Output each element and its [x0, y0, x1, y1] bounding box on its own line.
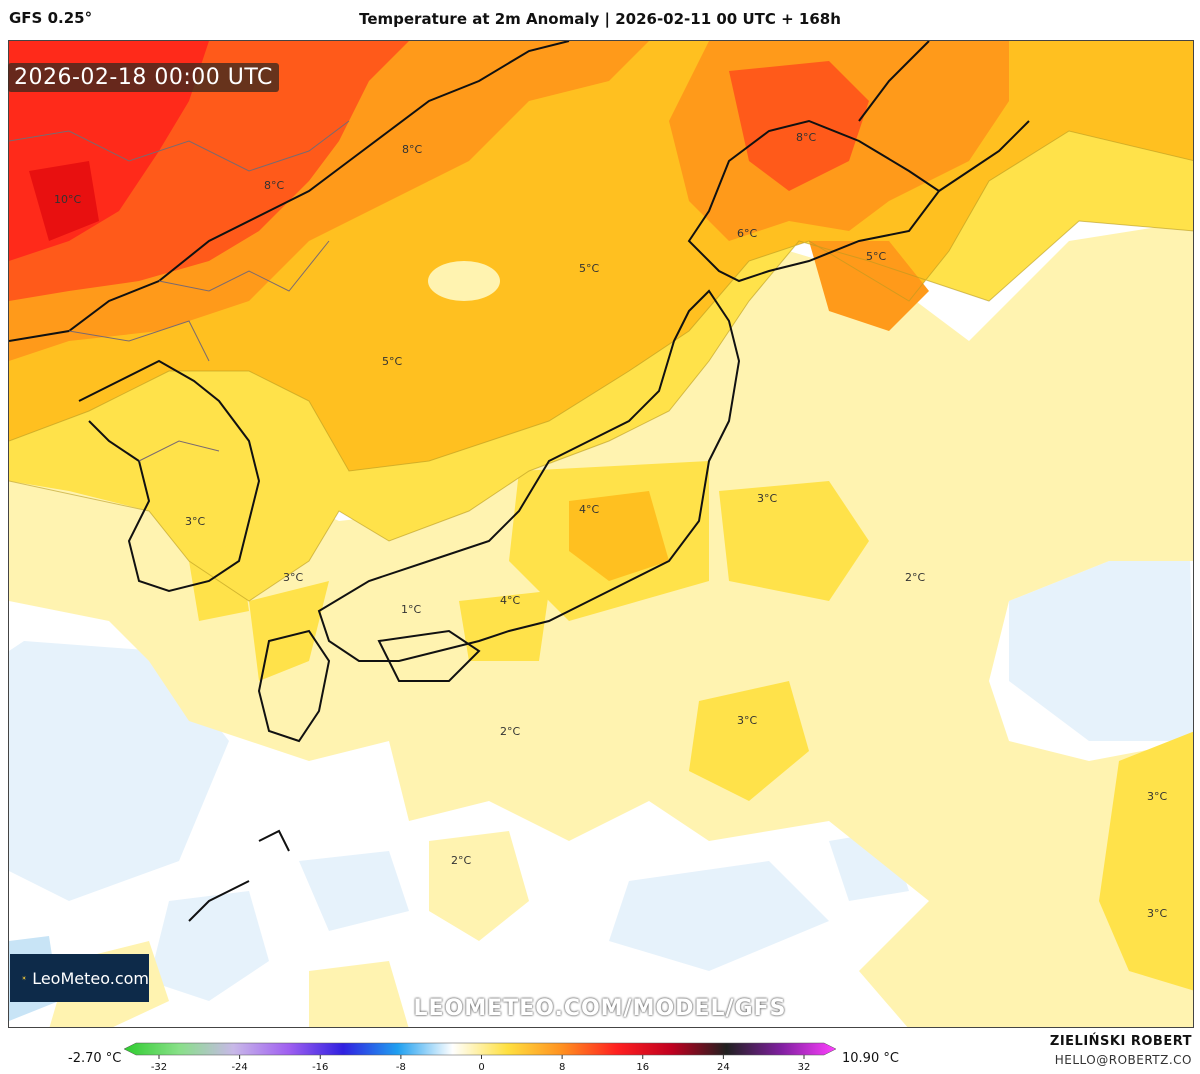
map-label: 3°C — [757, 492, 777, 505]
colorbar-tick-label: -24 — [231, 1062, 247, 1072]
map-label: 6°C — [737, 227, 757, 240]
watermark-url: LEOMETEO.COM/MODEL/GFS — [413, 996, 787, 1021]
author-name: ZIELIŃSKI ROBERT — [1049, 1034, 1192, 1049]
colorbar-tick-label: 16 — [636, 1062, 649, 1072]
map-canvas: 10°C 8°C 8°C 8°C 6°C 5°C 5°C 5°C 3°C 3°C… — [9, 41, 1193, 1027]
cool-spot — [428, 261, 500, 301]
map-label: 2°C — [451, 854, 471, 867]
model-name: GFS 0.25° — [9, 9, 93, 27]
map-label: 8°C — [264, 179, 284, 192]
map-label: 5°C — [579, 262, 599, 275]
map-label: 4°C — [579, 503, 599, 516]
colorbar-tick-label: -32 — [151, 1062, 167, 1072]
colorbar-max-label: 10.90 °C — [842, 1051, 899, 1066]
colorbar-tick-label: 32 — [798, 1062, 811, 1072]
logo-text: LeoMeteo.com — [32, 968, 149, 988]
colorbar: -32 -24 -16 -8 0 8 16 24 32 — [124, 1042, 837, 1072]
borders — [9, 120, 350, 462]
colorbar-tick-label: -8 — [396, 1062, 406, 1072]
map-label: 3°C — [1147, 907, 1167, 920]
coastlines — [9, 41, 1030, 922]
anomaly-1-2c — [9, 221, 1193, 1027]
map-label: 3°C — [283, 571, 303, 584]
map-label: 2°C — [500, 725, 520, 738]
colorbar-gradient — [124, 1042, 837, 1056]
leometeo-logo: LeoMeteo.com — [10, 954, 149, 1002]
map-label: 2°C — [905, 571, 925, 584]
map-title: Temperature at 2m Anomaly | 2026-02-11 0… — [359, 10, 841, 28]
valid-time-badge: 2026-02-18 00:00 UTC — [8, 63, 279, 92]
map-label: 5°C — [382, 355, 402, 368]
colorbar-min-label: -2.70 °C — [68, 1051, 122, 1066]
map-label: 5°C — [866, 250, 886, 263]
colorbar-tick-label: -16 — [312, 1062, 328, 1072]
map-label: 3°C — [1147, 790, 1167, 803]
colorbar-ticks: -32 -24 -16 -8 0 8 16 24 32 — [151, 1055, 811, 1072]
colorbar-tick-label: 24 — [717, 1062, 730, 1072]
map-label: 3°C — [185, 515, 205, 528]
map-label: 1°C — [401, 603, 421, 616]
map-label: 4°C — [500, 594, 520, 607]
colorbar-tick-label: 0 — [478, 1062, 484, 1072]
map-label: 8°C — [402, 143, 422, 156]
colorbar-tick-label: 8 — [559, 1062, 565, 1072]
anomaly-map: 10°C 8°C 8°C 8°C 6°C 5°C 5°C 5°C 3°C 3°C… — [8, 40, 1194, 1028]
sun-icon — [22, 975, 27, 981]
map-label: 10°C — [54, 193, 81, 206]
temperature-labels: 10°C 8°C 8°C 8°C 6°C 5°C 5°C 5°C 3°C 3°C… — [54, 131, 1167, 920]
map-label: 3°C — [737, 714, 757, 727]
map-label: 8°C — [796, 131, 816, 144]
contour-lines — [9, 130, 1193, 602]
author-email: HELLO@ROBERTZ.CO — [1054, 1053, 1192, 1067]
